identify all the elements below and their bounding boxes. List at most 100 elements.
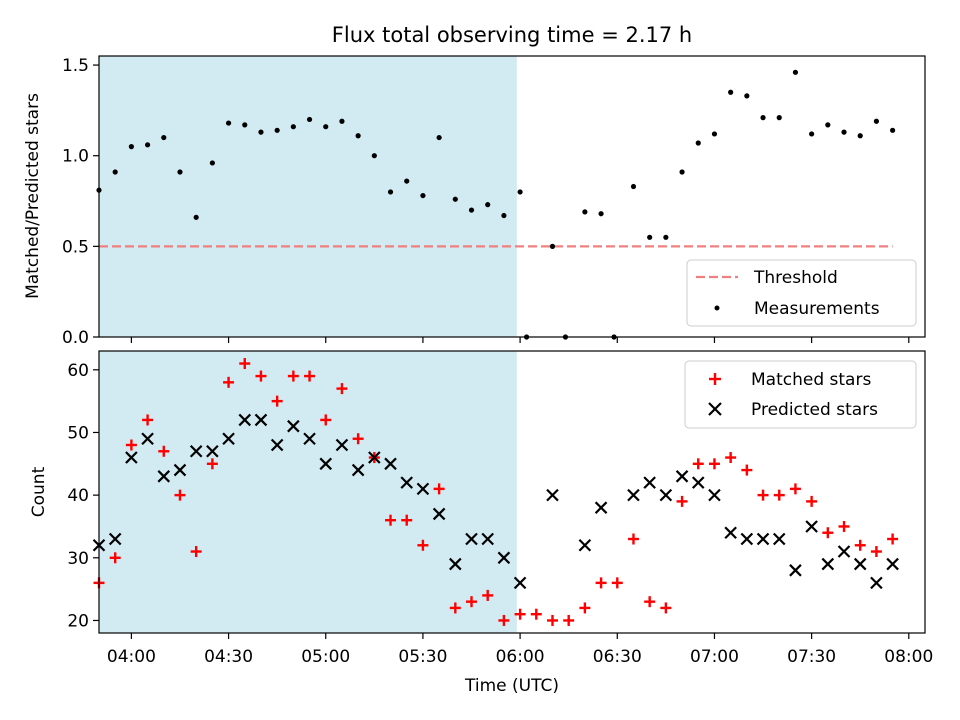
legend-measurements-label: Measurements xyxy=(754,299,880,319)
measurement-point xyxy=(274,127,280,133)
predicted-star-point xyxy=(465,532,478,546)
predicted-star-point xyxy=(497,551,511,565)
legend-measurements-swatch xyxy=(714,305,720,311)
matched-star-point xyxy=(708,458,720,470)
predicted-star-point xyxy=(724,526,737,540)
predicted-star-point xyxy=(384,457,397,471)
measurement-point xyxy=(776,115,782,121)
predicted-star-point xyxy=(254,413,268,427)
measurement-point xyxy=(436,134,442,141)
matched-star-point xyxy=(109,552,121,564)
legend-predicted-swatch xyxy=(708,402,722,416)
predicted-star-point xyxy=(821,557,835,571)
matched-star-point xyxy=(142,414,154,426)
predicted-star-point xyxy=(691,476,705,489)
x-tick-label: 05:00 xyxy=(301,647,350,667)
top-panel: 0.0 0.5 1.0 1.5 Matched/Predicted stars Thr… xyxy=(23,55,926,348)
measurement-point xyxy=(387,189,394,195)
bottom-y-tick-label: 50 xyxy=(67,423,89,443)
x-tick-label: 04:30 xyxy=(204,647,253,667)
matched-star-point xyxy=(887,533,899,545)
bottom-legend-box xyxy=(684,360,917,429)
measurement-point xyxy=(371,153,377,159)
measurement-point xyxy=(728,89,734,95)
predicted-star-point xyxy=(659,488,673,502)
predicted-star-point xyxy=(643,476,656,489)
matched-star-point xyxy=(579,602,591,614)
predicted-star-point xyxy=(513,576,527,590)
measurement-point xyxy=(630,183,637,190)
predicted-star-point xyxy=(449,557,462,571)
matched-star-point xyxy=(627,533,639,545)
matched-star-point xyxy=(449,602,461,614)
x-tick-label: 04:00 xyxy=(107,647,156,667)
matched-star-point xyxy=(433,483,445,495)
predicted-star-point xyxy=(789,564,802,577)
bottom-y-axis: 20 30 40 50 60 xyxy=(67,361,99,631)
matched-star-point xyxy=(595,577,607,589)
matched-star-point xyxy=(822,527,834,539)
predicted-star-point xyxy=(141,432,154,446)
matched-star-point xyxy=(741,464,753,476)
top-y-axis: 0.0 0.5 1.0 1.5 xyxy=(62,56,99,348)
predicted-star-point xyxy=(772,532,786,546)
bottom-y-tick-label: 40 xyxy=(67,486,89,506)
predicted-star-point xyxy=(222,432,235,446)
measurement-point xyxy=(420,192,426,199)
measurement-point xyxy=(841,129,847,135)
predicted-star-point xyxy=(108,532,122,546)
measurement-point xyxy=(144,142,151,148)
matched-star-point xyxy=(239,358,251,370)
x-axis-label: Time (UTC) xyxy=(464,676,559,696)
predicted-star-point xyxy=(578,538,592,552)
predicted-star-points xyxy=(92,413,899,590)
measurement-point xyxy=(549,243,556,249)
matched-star-point xyxy=(174,489,186,501)
measurement-point xyxy=(242,122,248,128)
bottom-axes-frame xyxy=(98,350,926,634)
predicted-star-point xyxy=(206,444,219,458)
predicted-star-point xyxy=(270,438,284,452)
top-legend: Threshold Measurements xyxy=(686,259,917,327)
measurement-point xyxy=(258,129,264,135)
legend-predicted-label: Predicted stars xyxy=(751,400,878,420)
top-y-tick-label: 0.5 xyxy=(62,237,89,257)
measurement-point xyxy=(873,118,880,124)
measurement-point xyxy=(711,131,718,137)
predicted-star-point xyxy=(303,432,316,446)
top-x-ticks xyxy=(130,337,910,343)
predicted-star-point xyxy=(756,532,770,546)
legend-matched-label: Matched stars xyxy=(751,370,871,390)
measurement-point xyxy=(161,134,167,141)
top-y-tick-label: 1.0 xyxy=(62,147,89,167)
matched-star-point xyxy=(660,602,672,614)
matched-star-point xyxy=(125,439,137,451)
predicted-star-point xyxy=(157,470,171,483)
predicted-star-point xyxy=(125,451,138,464)
matched-star-point xyxy=(255,370,267,382)
matched-star-point xyxy=(385,514,397,526)
measurement-point xyxy=(695,140,701,146)
matched-star-point xyxy=(158,445,170,457)
measurement-point xyxy=(112,169,118,175)
matched-star-point xyxy=(223,376,235,388)
matched-star-point xyxy=(417,539,429,551)
measurement-point xyxy=(452,196,458,202)
bottom-x-axis: 04:00 04:30 05:00 05:30 06:00 06:30 07:00 07:30… xyxy=(107,633,933,667)
measurement-point xyxy=(679,169,685,175)
predicted-star-point xyxy=(319,457,333,471)
predicted-star-point xyxy=(546,488,559,502)
matched-star-point xyxy=(190,546,202,558)
predicted-star-point xyxy=(416,482,430,496)
matched-star-point xyxy=(870,546,882,558)
matched-star-point xyxy=(352,433,364,445)
predicted-star-point xyxy=(805,520,818,533)
x-tick-label: 05:30 xyxy=(398,647,447,667)
measurement-point xyxy=(468,207,475,213)
bottom-y-tick-label: 20 xyxy=(67,611,89,631)
matched-star-point xyxy=(206,458,218,470)
legend-threshold-label: Threshold xyxy=(753,268,838,288)
chart-title: Flux total observing time = 2.17 h xyxy=(332,23,692,47)
matched-star-point xyxy=(611,577,623,589)
